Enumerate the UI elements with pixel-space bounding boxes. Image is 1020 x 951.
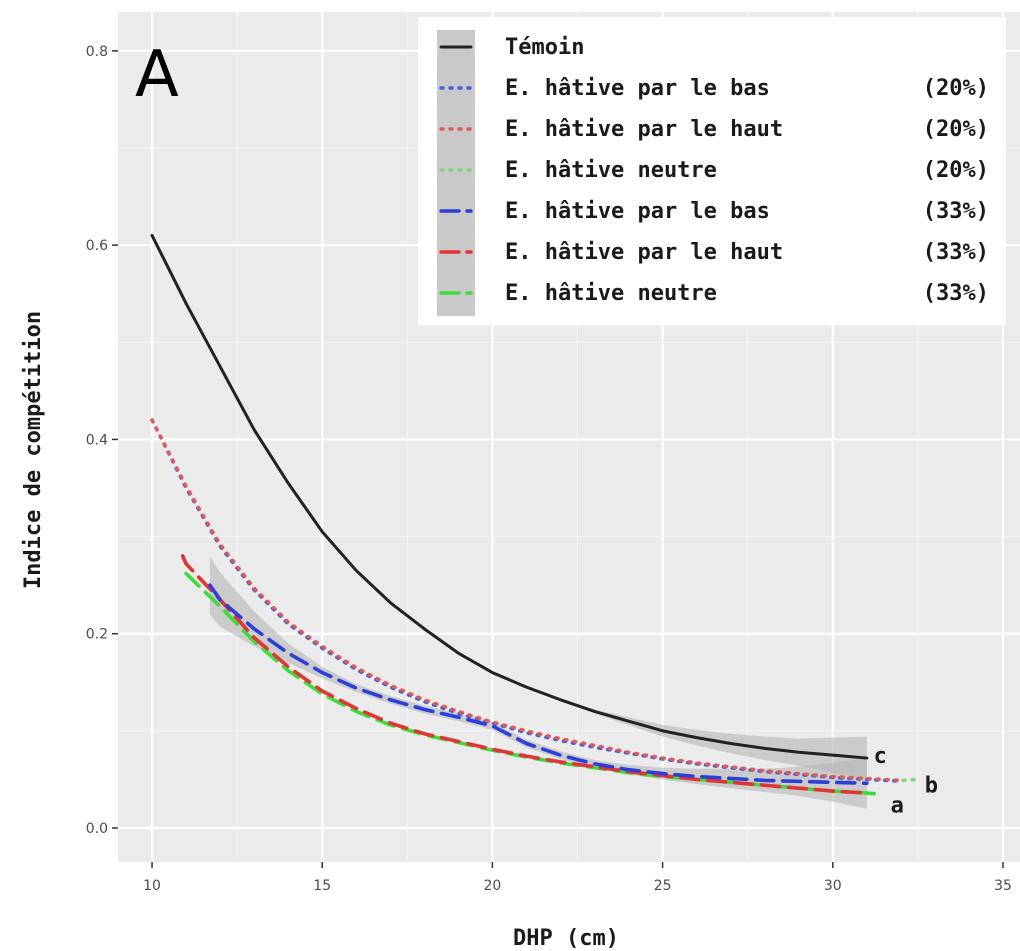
legend-percent: (33%) <box>923 281 989 306</box>
group-letter: a <box>891 794 904 819</box>
legend-label: E. hâtive par le bas <box>505 199 770 224</box>
group-letters: c ba <box>874 744 938 819</box>
legend-item: E. hâtive par le bas (20%) <box>439 76 989 101</box>
legend-label: E. hâtive par le haut <box>505 240 783 265</box>
y-axis: 0.0 0.2 0.4 0.6 0.8 <box>86 44 118 837</box>
x-tick-label: 35 <box>994 878 1012 894</box>
legend-item: E. hâtive neutre (20%) <box>439 158 989 183</box>
y-tick-label: 0.4 <box>86 432 108 448</box>
x-tick-label: 25 <box>654 878 672 894</box>
y-tick-label: 0.6 <box>86 238 108 254</box>
legend-label: E. hâtive neutre <box>505 158 717 183</box>
series-lines <box>150 233 920 796</box>
y-tick-label: 0.2 <box>86 627 108 643</box>
series-line <box>180 554 869 795</box>
legend-item: E. hâtive neutre (33%) <box>439 281 989 306</box>
legend-item: E. hâtive par le haut (20%) <box>439 117 989 142</box>
legend-box <box>418 17 1006 325</box>
x-tick-label: 20 <box>484 878 502 894</box>
legend-percent: (20%) <box>923 117 989 142</box>
legend-item: E. hâtive par le haut (33%) <box>439 240 989 265</box>
legend-label: Témoin <box>505 35 584 60</box>
legend-item: Témoin <box>439 35 584 60</box>
legend-percent: (33%) <box>923 240 989 265</box>
legend-label: E. hâtive par le bas <box>505 76 770 101</box>
legend-key-band <box>437 30 475 316</box>
legend-label: E. hâtive neutre <box>505 281 717 306</box>
legend-label: E. hâtive par le haut <box>505 117 783 142</box>
legend-item: E. hâtive par le bas (33%) <box>439 199 989 224</box>
x-tick-label: 15 <box>313 878 331 894</box>
x-axis: 10 15 20 25 30 35 <box>143 862 1012 894</box>
y-axis-title: Indice de compétition <box>21 311 46 589</box>
y-tick-label: 0.8 <box>86 44 108 60</box>
x-tick-label: 10 <box>143 878 161 894</box>
legend-percent: (20%) <box>923 76 989 101</box>
x-tick-label: 30 <box>824 878 842 894</box>
legend-percent: (20%) <box>923 158 989 183</box>
series-line <box>208 583 869 786</box>
y-tick-label: 0.0 <box>86 821 108 837</box>
panel-label: A <box>135 38 179 112</box>
series-line <box>184 571 879 796</box>
group-letter: b <box>925 773 938 798</box>
group-letter: c <box>874 744 887 769</box>
series-line <box>150 418 903 784</box>
legend-percent: (33%) <box>923 199 989 224</box>
series-line <box>150 233 869 760</box>
x-axis-title: DHP (cm) <box>513 926 619 951</box>
